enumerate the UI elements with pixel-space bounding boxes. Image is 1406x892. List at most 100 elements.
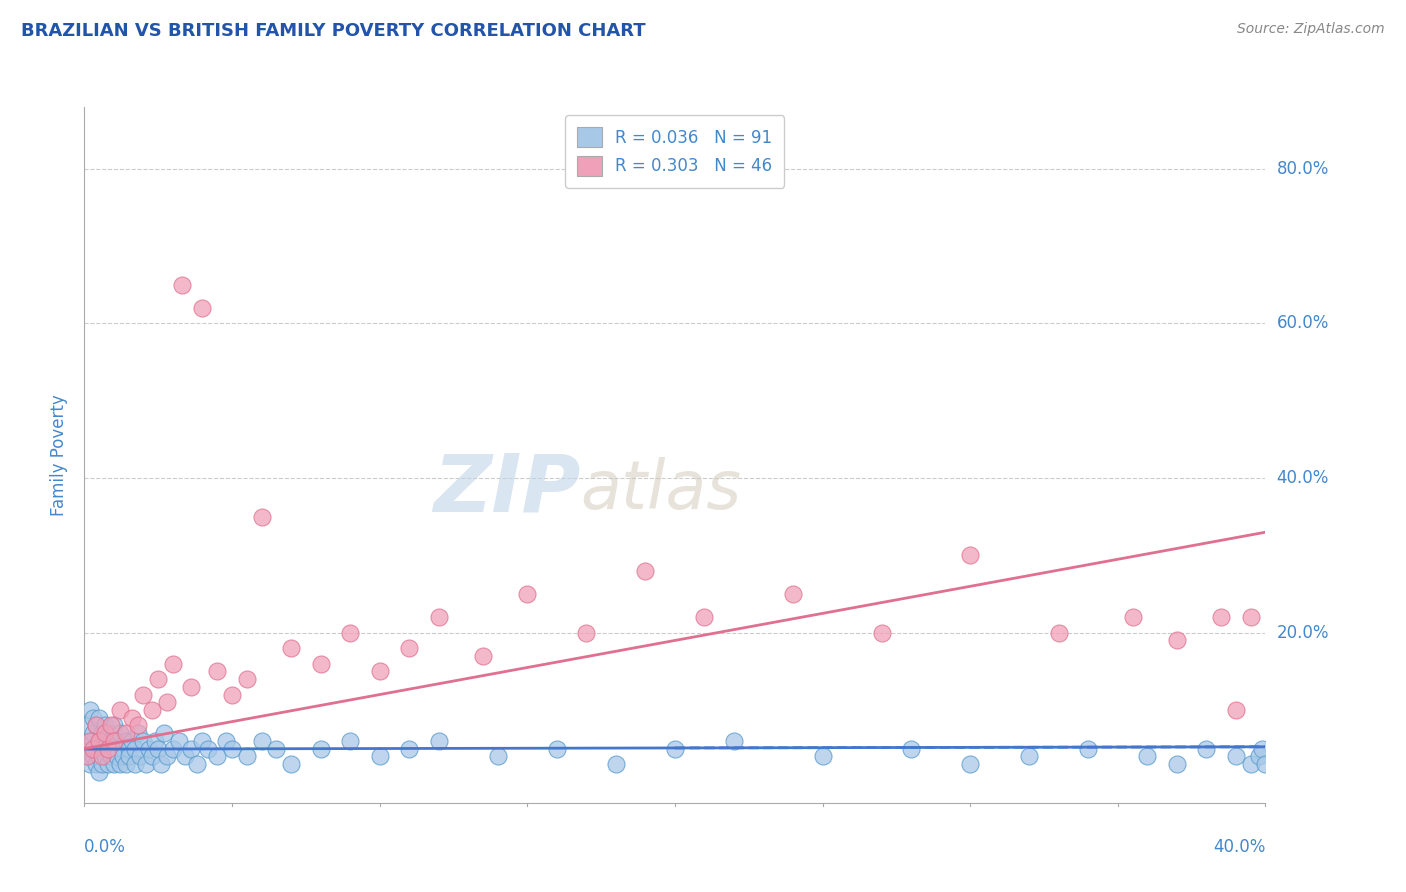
Point	[1047, 625, 1070, 640]
Text: BRAZILIAN VS BRITISH FAMILY POVERTY CORRELATION CHART: BRAZILIAN VS BRITISH FAMILY POVERTY CORR…	[21, 22, 645, 40]
Y-axis label: Family Poverty: Family Poverty	[51, 394, 69, 516]
Point	[870, 625, 893, 640]
Point	[368, 749, 391, 764]
Point	[264, 741, 288, 756]
Point	[693, 610, 716, 624]
Point	[1209, 610, 1232, 624]
Point	[87, 764, 111, 779]
Point	[250, 734, 273, 748]
Point	[1136, 749, 1159, 764]
Point	[605, 757, 627, 772]
Point	[138, 741, 160, 756]
Point	[235, 672, 259, 686]
Point	[79, 757, 101, 772]
Point	[148, 741, 170, 756]
Point	[118, 741, 141, 756]
Point	[114, 757, 136, 772]
Point	[135, 757, 157, 772]
Text: 40.0%: 40.0%	[1213, 838, 1265, 855]
Point	[94, 726, 117, 740]
Point	[368, 665, 391, 679]
Point	[79, 741, 101, 756]
Point	[100, 718, 122, 732]
Text: 60.0%: 60.0%	[1277, 315, 1329, 333]
Point	[486, 749, 509, 764]
Point	[124, 757, 146, 772]
Point	[108, 726, 131, 740]
Point	[76, 749, 98, 764]
Point	[84, 757, 107, 772]
Point	[87, 711, 111, 725]
Point	[84, 718, 107, 732]
Point	[215, 734, 238, 748]
Point	[94, 718, 117, 732]
Point	[1077, 741, 1099, 756]
Point	[664, 741, 686, 756]
Point	[121, 711, 143, 725]
Point	[127, 718, 149, 732]
Point	[472, 648, 495, 663]
Point	[132, 688, 155, 702]
Point	[148, 672, 170, 686]
Point	[1240, 757, 1263, 772]
Point	[1166, 757, 1188, 772]
Point	[173, 749, 195, 764]
Point	[1254, 757, 1277, 772]
Point	[427, 610, 450, 624]
Point	[197, 741, 219, 756]
Point	[150, 757, 173, 772]
Point	[84, 741, 107, 756]
Point	[82, 741, 104, 756]
Point	[76, 749, 98, 764]
Text: ZIP: ZIP	[433, 450, 581, 529]
Text: Source: ZipAtlas.com: Source: ZipAtlas.com	[1237, 22, 1385, 37]
Point	[97, 741, 120, 756]
Point	[108, 757, 131, 772]
Point	[129, 749, 152, 764]
Point	[1240, 610, 1263, 624]
Point	[250, 509, 273, 524]
Point	[167, 734, 190, 748]
Point	[103, 718, 125, 732]
Text: 20.0%: 20.0%	[1277, 624, 1329, 641]
Point	[121, 734, 143, 748]
Point	[100, 749, 122, 764]
Point	[221, 741, 243, 756]
Point	[156, 695, 179, 709]
Point	[1018, 749, 1040, 764]
Point	[94, 749, 117, 764]
Point	[959, 549, 981, 563]
Point	[91, 757, 114, 772]
Point	[87, 734, 111, 748]
Point	[111, 741, 134, 756]
Point	[103, 741, 125, 756]
Point	[162, 741, 184, 756]
Point	[124, 741, 146, 756]
Point	[91, 749, 114, 764]
Point	[127, 726, 149, 740]
Point	[782, 587, 804, 601]
Point	[97, 726, 120, 740]
Point	[205, 749, 228, 764]
Point	[91, 741, 114, 756]
Point	[1195, 741, 1218, 756]
Point	[103, 757, 125, 772]
Point	[180, 680, 202, 694]
Point	[141, 749, 163, 764]
Point	[811, 749, 834, 764]
Point	[1225, 749, 1247, 764]
Point	[79, 734, 101, 748]
Text: 40.0%: 40.0%	[1277, 469, 1329, 487]
Point	[634, 564, 657, 578]
Point	[575, 625, 598, 640]
Point	[82, 734, 104, 748]
Point	[1249, 749, 1271, 764]
Point	[191, 301, 214, 315]
Point	[221, 688, 243, 702]
Point	[1251, 741, 1274, 756]
Point	[309, 741, 332, 756]
Point	[79, 703, 101, 717]
Point	[114, 726, 136, 740]
Point	[309, 657, 332, 671]
Point	[84, 718, 107, 732]
